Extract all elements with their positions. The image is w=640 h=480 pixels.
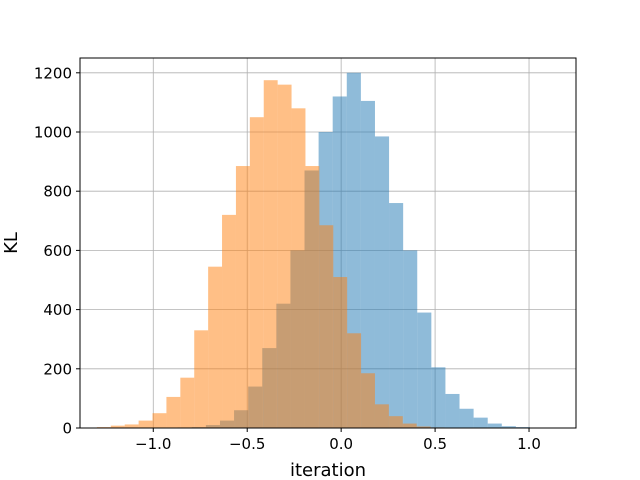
histogram-bar [360, 100, 375, 429]
histogram-series-2 [96, 80, 445, 429]
histogram-bar [152, 413, 167, 428]
histogram-bar [235, 166, 250, 429]
histogram-bar [277, 84, 292, 428]
histogram-bar [459, 408, 474, 428]
histogram-bar [249, 117, 264, 428]
x-tick-label: 0.0 [329, 435, 353, 453]
x-tick-label: 0.5 [423, 435, 447, 453]
plot-frame [79, 57, 577, 429]
histogram-bars [96, 72, 559, 429]
histogram-bar [305, 166, 320, 429]
histogram-bar [361, 373, 375, 428]
histogram-bar [291, 108, 306, 428]
y-tick-label: 200 [43, 360, 72, 378]
histogram-bar [473, 417, 488, 428]
histogram-bar [110, 425, 125, 428]
y-tick-label: 1200 [34, 64, 72, 82]
histogram-bar [263, 80, 278, 428]
histogram-bar [347, 333, 362, 428]
y-tick-label: 1000 [34, 124, 72, 142]
histogram-bar [138, 420, 153, 428]
histogram-bar [124, 424, 139, 428]
histogram-bar [374, 404, 389, 428]
axis-ticks: −1.0 −0.5 0.0 0.5 1.0 0 200 400 600 800 1000 1200 [34, 64, 541, 453]
histogram-bar [501, 426, 516, 428]
histogram-bar [319, 225, 334, 428]
x-tick-label: 1.0 [517, 435, 541, 453]
y-axis-label: KL [1, 232, 22, 254]
histogram-bar [388, 416, 403, 428]
histogram-bar [194, 330, 209, 428]
histogram-bar [402, 423, 417, 428]
histogram-bar [180, 377, 195, 428]
histogram-bar [333, 277, 348, 428]
histogram-bar [445, 393, 460, 428]
histogram-bar [222, 214, 236, 428]
histogram-bar [431, 367, 446, 428]
x-axis-label: iteration [290, 460, 366, 480]
histogram-bar [374, 136, 390, 428]
y-tick-label: 600 [43, 242, 72, 260]
x-tick-label: −1.0 [135, 435, 171, 453]
y-tick-label: 0 [62, 420, 72, 438]
x-tick-label: −0.5 [229, 435, 265, 453]
histogram-bar [403, 250, 418, 428]
histogram-bar [417, 312, 432, 428]
y-tick-label: 400 [43, 301, 72, 319]
y-tick-label: 800 [43, 183, 72, 201]
histogram-bar [166, 396, 181, 428]
histogram-bar [208, 266, 223, 428]
histogram-bar [416, 426, 431, 428]
histogram-bar [487, 423, 502, 428]
histogram-bar [389, 203, 404, 428]
